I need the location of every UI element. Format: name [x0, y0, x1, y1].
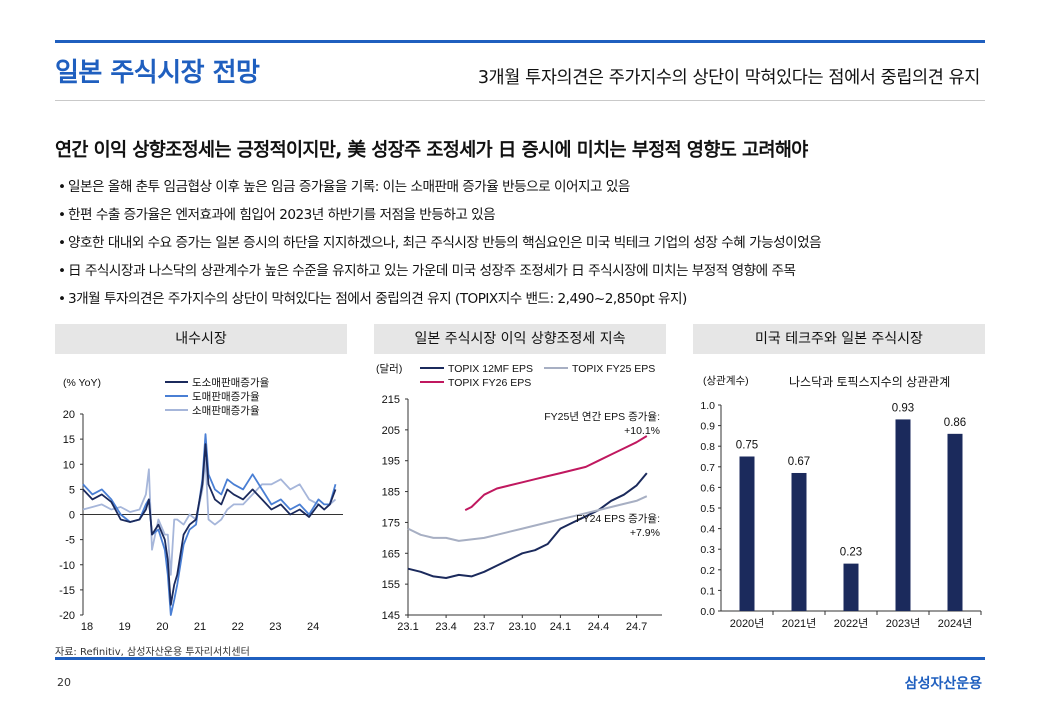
chart2-x-tick-label: 24.1: [550, 621, 571, 633]
chart1-x-tick-label: 21: [194, 621, 206, 633]
chart3-x-tick-label: 2022년: [834, 617, 869, 630]
panel-header-domestic: 내수시장: [55, 324, 347, 354]
chart1-y-tick-label: -10: [59, 560, 75, 572]
header-divider: [55, 100, 985, 101]
brand-logo-text: 삼성자산운용: [904, 676, 982, 692]
chart2-y-tick-label: 175: [382, 517, 400, 529]
top-rule: [55, 40, 985, 43]
chart1-legend-label: 도소매판매증가율: [192, 377, 270, 389]
chart1-y-tick-label: 15: [63, 434, 75, 446]
chart2-y-tick-label: 145: [382, 610, 400, 622]
chart1-y-tick-label: 20: [63, 409, 75, 421]
chart3-title: 나스닥과 토픽스지수의 상관관계: [789, 375, 950, 389]
page-subtitle: 3개월 투자의견은 주가지수의 상단이 막혀있다는 점에서 중립의견 유지: [477, 68, 981, 88]
chart2-y-tick-label: 215: [382, 394, 400, 406]
chart2-annotation: FY25년 연간 EPS 증가율:: [544, 411, 660, 423]
chart2-series-line: [407, 472, 648, 579]
page-title: 일본 주식시장 전망: [55, 58, 260, 88]
chart2-legend-label: TOPIX 12MF EPS: [448, 363, 533, 375]
chart1-y-tick-label: 10: [63, 459, 75, 471]
chart2-x-tick-label: 23.10: [509, 621, 537, 633]
chart2-legend-label: TOPIX FY25 EPS: [572, 363, 655, 375]
chart3-x-tick-label: 2020년: [730, 617, 765, 630]
chart3-bar: [947, 433, 963, 611]
chart1-x-tick-label: 19: [119, 621, 131, 633]
chart2-y-tick-label: 165: [382, 548, 400, 560]
chart2-annotation: +10.1%: [624, 425, 660, 437]
chart3-y-tick-label: 0.4: [700, 524, 715, 536]
chart3-bar-label: 0.93: [892, 402, 914, 414]
chart2-y-tick-label: 195: [382, 456, 400, 468]
chart1-x-tick-label: 18: [81, 621, 93, 633]
bullet-item: • 日 주식시장과 나스닥의 상관계수가 높은 수준을 유지하고 있는 가운데 미…: [58, 263, 796, 279]
chart3-bar-label: 0.75: [736, 440, 758, 452]
chart2-x-tick-label: 24.4: [588, 621, 609, 633]
chart3-y-tick-label: 0.9: [700, 421, 715, 433]
chart1-legend-label: 소매판매증가율: [192, 405, 260, 417]
chart2-x-tick-label: 23.7: [473, 621, 494, 633]
bullet-item: • 한편 수출 증가율은 엔저효과에 힘입어 2023년 하반기를 저점을 반등하…: [58, 207, 496, 223]
chart3-y-tick-label: 0.2: [700, 565, 715, 577]
bullet-item: • 양호한 대내외 수요 증가는 일본 증시의 하단을 지지하겠으나, 최근 주식…: [58, 235, 822, 251]
chart3-ylabel: (상관계수): [703, 375, 749, 387]
chart2-x-tick-label: 24.7: [626, 621, 647, 633]
chart2-legend: TOPIX 12MF EPS TOPIX FY25 EPS TOPIX FY26 E…: [420, 363, 655, 389]
chart3-bar-label: 0.86: [944, 417, 966, 429]
bullet-list: • 일본은 올해 춘투 임금협상 이후 높은 임금 증가율을 기록: 이는 소매판…: [58, 178, 822, 318]
chart3-bar-label: 0.67: [788, 456, 810, 468]
chart1-ylabel: (% YoY): [63, 377, 101, 389]
chart2-series-line: [407, 495, 648, 542]
chart3-bar: [843, 563, 859, 611]
chart1-y-tick-label: 0: [69, 510, 75, 522]
chart3-bar: [791, 472, 807, 611]
chart1-series-line: [82, 433, 337, 616]
panel-header-tech: 미국 테크주와 일본 주식시장: [693, 324, 985, 354]
headline: 연간 이익 상향조정세는 긍정적이지만, 美 성장주 조정세가 日 증시에 미치…: [55, 140, 808, 161]
chart3-y-tick-label: 0.0: [700, 606, 715, 618]
chart1-y-tick-label: -20: [59, 610, 75, 622]
chart1-x-tick-label: 22: [232, 621, 244, 633]
chart2-x-tick-label: 23.1: [397, 621, 418, 633]
chart2-y-tick-label: 155: [382, 579, 400, 591]
chart1-y-tick-label: -5: [65, 535, 75, 547]
chart2-annotation: +7.9%: [630, 527, 660, 539]
chart1-x-tick-label: 23: [269, 621, 281, 633]
panel-header-eps: 일본 주식시장 이익 상향조정세 지속: [374, 324, 666, 354]
chart3-y-tick-label: 0.3: [700, 544, 715, 556]
chart3-y-tick-label: 0.5: [700, 503, 715, 515]
bullet-item: • 3개월 투자의견은 주가지수의 상단이 막혀있다는 점에서 중립의견 유지 (…: [58, 291, 687, 307]
page-number: 20: [57, 676, 71, 689]
chart3-x-tick-label: 2024년: [938, 617, 973, 630]
chart1-x-tick-label: 24: [307, 621, 319, 633]
chart2-y-tick-label: 185: [382, 487, 400, 499]
chart3-y-tick-label: 0.7: [700, 462, 715, 474]
chart2-x-tick-label: 23.4: [435, 621, 456, 633]
chart3-x-tick-label: 2021년: [782, 617, 817, 630]
chart1-legend-label: 도매판매증가율: [192, 391, 260, 403]
footer-rule: [55, 657, 985, 660]
chart2-legend-label: TOPIX FY26 EPS: [448, 377, 531, 389]
source-note: 자료: Refinitiv, 삼성자산운용 투자리서치센터: [55, 647, 250, 658]
chart1-y-tick-label: -15: [59, 585, 75, 597]
chart2-series-line: [464, 435, 648, 511]
chart2-annotation: FY24 EPS 증가율:: [576, 513, 660, 525]
chart3-y-tick-label: 0.1: [700, 585, 715, 597]
chart3-y-tick-label: 0.8: [700, 441, 715, 453]
chart3-bar-label: 0.23: [840, 547, 862, 559]
chart3-y-tick-label: 0.6: [700, 482, 715, 494]
chart3-x-tick-label: 2023년: [886, 617, 921, 630]
chart1-series-line: [82, 443, 337, 606]
eps-revision-chart: (달러) TOPIX 12MF EPS TOPIX FY25 EPS TOPIX F…: [376, 363, 662, 633]
chart3-y-tick-label: 1.0: [700, 400, 715, 412]
chart2-y-tick-label: 205: [382, 425, 400, 437]
bullet-item: • 일본은 올해 춘투 임금협상 이후 높은 임금 증가율을 기록: 이는 소매판…: [58, 179, 630, 195]
correlation-bar-chart: (상관계수) 나스닥과 토픽스지수의 상관관계 0.0 0.1 0.2 0.3 0.4 0…: [700, 375, 982, 630]
chart2-ylabel: (달러): [376, 363, 402, 375]
chart3-bar: [739, 456, 755, 611]
chart3-bar: [895, 419, 911, 611]
chart1-x-tick-label: 20: [156, 621, 168, 633]
chart1-y-tick-label: 5: [69, 484, 75, 496]
